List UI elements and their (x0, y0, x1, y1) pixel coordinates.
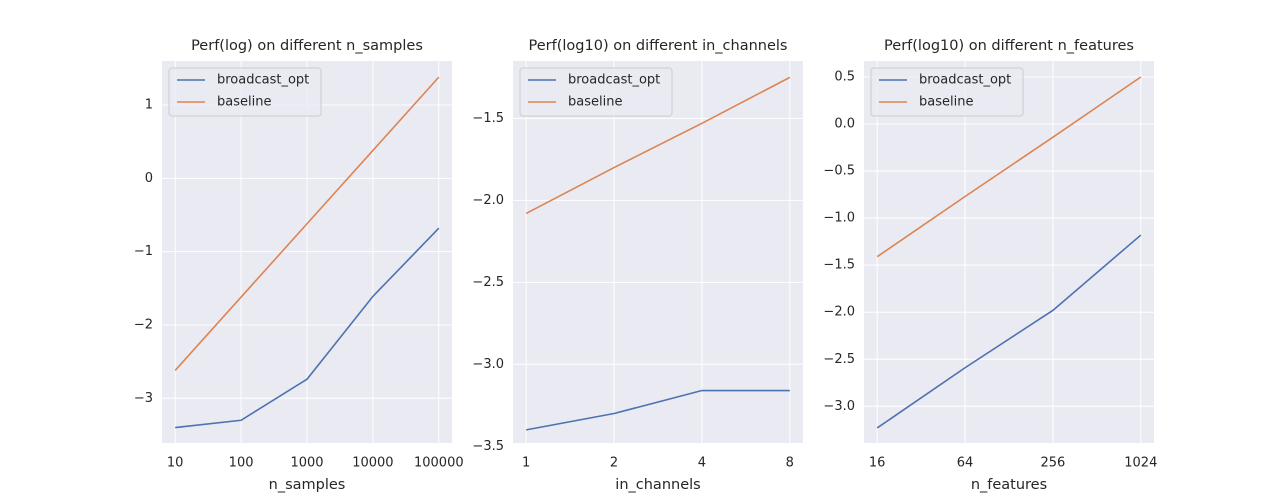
y-tick-label: 0.0 (834, 117, 855, 132)
chart-title: Perf(log) on different n_samples (191, 38, 423, 54)
legend-box (519, 67, 673, 117)
x-axis-label: n_features (971, 477, 1047, 493)
y-tick-label: −3.0 (823, 399, 855, 414)
y-tick-label: −2.0 (823, 305, 855, 320)
y-tick-label: −0.5 (823, 164, 855, 179)
y-tick-label: −2 (134, 317, 153, 332)
y-tick-label: −1.5 (823, 258, 855, 273)
legend-box (168, 67, 322, 117)
y-tick-label: −1.5 (472, 111, 504, 126)
chart-title: Perf(log10) on different in_channels (529, 38, 788, 54)
legend-label: baseline (919, 95, 973, 110)
legend-box (870, 67, 1024, 117)
y-tick-label: 0.5 (834, 69, 855, 84)
plot-area (513, 61, 803, 443)
y-tick-label: −3.0 (472, 357, 504, 372)
legend-label: broadcast_opt (217, 73, 309, 88)
data-line (174, 76, 440, 371)
x-tick-label: 10000 (352, 456, 393, 471)
legend-label: baseline (217, 95, 271, 110)
x-tick-label: 100 (229, 456, 254, 471)
y-tick-label: −2.0 (472, 193, 504, 208)
y-tick-label: 1 (145, 97, 153, 112)
data-line (175, 227, 440, 429)
chart-title: Perf(log10) on different n_features (884, 38, 1134, 54)
x-tick-label: 16 (869, 456, 886, 471)
x-tick-label: 1024 (1124, 456, 1157, 471)
legend-label: broadcast_opt (568, 73, 660, 88)
x-tick-label: 64 (957, 456, 974, 471)
data-line (525, 76, 791, 215)
x-tick-label: 1 (522, 456, 530, 471)
x-axis-label: n_samples (269, 477, 346, 493)
y-tick-label: −3.5 (472, 439, 504, 454)
y-tick-label: −2.5 (472, 275, 504, 290)
x-tick-label: 1000 (290, 456, 323, 471)
x-tick-label: 256 (1041, 456, 1066, 471)
legend-label: broadcast_opt (919, 73, 1011, 88)
legend-label: baseline (568, 95, 622, 110)
x-axis-label: in_channels (615, 477, 700, 493)
x-tick-label: 8 (786, 456, 794, 471)
y-tick-label: −3 (134, 391, 153, 406)
data-line (876, 234, 1142, 429)
y-tick-label: 0 (145, 171, 153, 186)
y-tick-label: −2.5 (823, 352, 855, 367)
y-tick-label: −1 (134, 244, 153, 259)
x-tick-label: 2 (610, 456, 618, 471)
y-tick-label: −1.0 (823, 211, 855, 226)
x-tick-label: 100000 (414, 456, 464, 471)
data-line (876, 76, 1142, 258)
x-tick-label: 10 (167, 456, 184, 471)
plot-area (864, 61, 1154, 443)
data-line (526, 389, 790, 431)
x-tick-label: 4 (698, 456, 706, 471)
